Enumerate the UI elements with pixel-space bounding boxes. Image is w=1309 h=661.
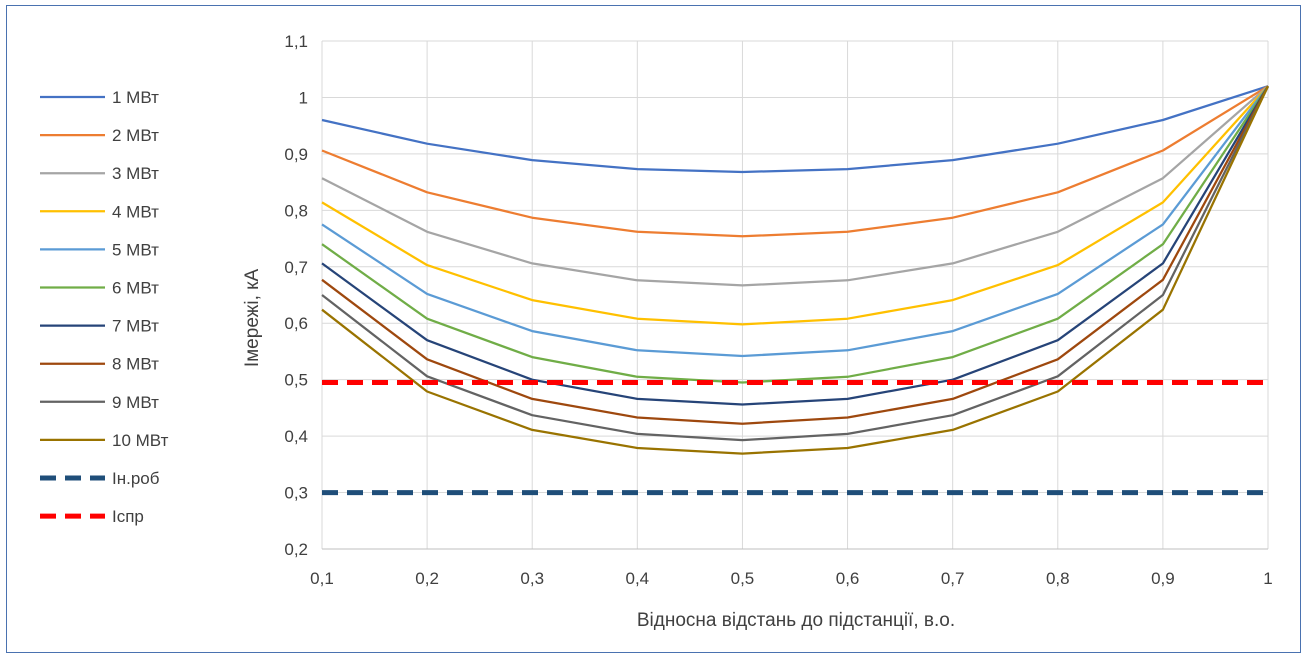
legend-label: 2 МВт: [112, 126, 159, 145]
series-line: [321, 85, 1269, 326]
y-axis-ticks: 0,2 0,3 0,4 0,5 0,6 0,7 0,8 0,9 1 1,1: [284, 32, 308, 559]
x-axis-ticks: 0,1 0,2 0,3 0,4 0,5 0,6 0,7 0,8 0,9 1: [310, 569, 1273, 588]
legend-label: 4 МВт: [112, 202, 159, 221]
chart-frame: [6, 5, 1301, 653]
legend-label: 9 МВт: [112, 393, 159, 412]
series-layer: [321, 85, 1270, 496]
series-line: [321, 85, 1269, 358]
series-line: [321, 85, 1269, 425]
x-tick-label: 0,7: [941, 569, 965, 588]
y-tick-label: 0,9: [284, 145, 308, 164]
y-tick-label: 0,6: [284, 314, 308, 333]
legend-label: 3 МВт: [112, 164, 159, 183]
legend-label: 5 МВт: [112, 240, 159, 259]
series-line: [321, 85, 1269, 287]
series-line: [321, 85, 1270, 442]
x-tick-label: 0,4: [626, 569, 650, 588]
y-tick-label: 0,4: [284, 427, 308, 446]
x-tick-label: 0,5: [731, 569, 755, 588]
y-tick-label: 1: [299, 88, 308, 107]
legend: 1 МВт 2 МВт 3 МВт 4 МВт 5 МВт 6 МВт 7 МВт 8 МВт…: [40, 88, 169, 526]
legend-label: 6 МВт: [112, 279, 159, 298]
x-tick-label: 0,2: [415, 569, 439, 588]
series-line: [321, 85, 1269, 384]
gridlines: [321, 40, 1269, 550]
y-axis-title: Iмережі, кА: [242, 269, 263, 368]
series-line: [321, 85, 1269, 174]
series-line: [321, 85, 1270, 455]
series-line: [321, 85, 1269, 406]
y-tick-label: 0,2: [284, 540, 308, 559]
x-tick-label: 0,9: [1151, 569, 1175, 588]
y-tick-label: 1,1: [284, 32, 308, 51]
x-tick-label: 0,6: [836, 569, 860, 588]
legend-label: 10 МВт: [112, 431, 169, 450]
legend-label: 1 МВт: [112, 88, 159, 107]
legend-label: Iн.роб: [112, 469, 160, 488]
legend-label: 8 МВт: [112, 355, 159, 374]
x-axis-title: Відносна відстань до підстанції, в.о.: [637, 610, 955, 631]
x-tick-label: 0,8: [1046, 569, 1070, 588]
x-tick-label: 1: [1263, 569, 1272, 588]
series-line: [321, 85, 1269, 238]
y-tick-label: 0,3: [284, 484, 308, 503]
legend-label: Iспр: [112, 507, 144, 526]
y-tick-label: 0,7: [284, 258, 308, 277]
x-tick-label: 0,3: [520, 569, 544, 588]
y-tick-label: 0,5: [284, 371, 308, 390]
x-tick-label: 0,1: [310, 569, 334, 588]
y-tick-label: 0,8: [284, 201, 308, 220]
legend-label: 7 МВт: [112, 317, 159, 336]
